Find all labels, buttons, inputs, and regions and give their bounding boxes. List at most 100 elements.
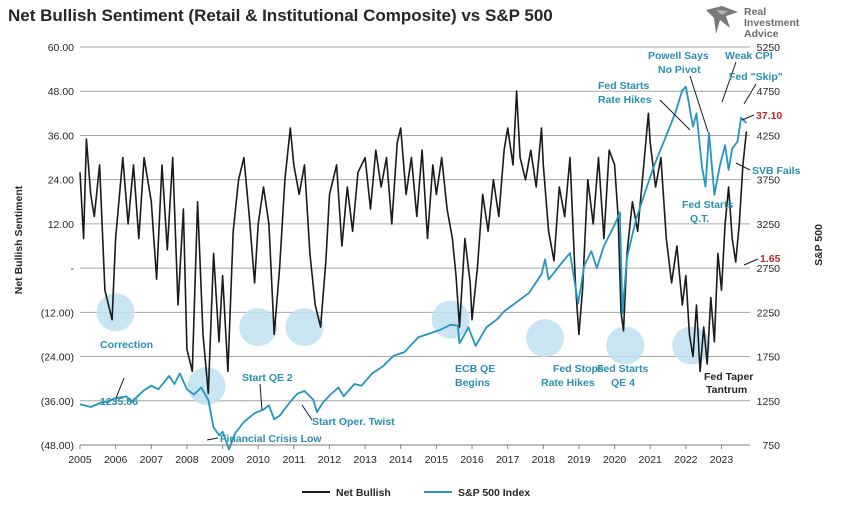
annotation-financial-crisis-low: Financial Crisis Low	[220, 433, 322, 445]
leader-correction	[115, 377, 125, 399]
series-line-sp500	[79, 85, 748, 451]
x-tick-label: 2015	[425, 454, 449, 466]
x-tick-label: 2005	[68, 454, 92, 466]
x-tick-label: 2010	[247, 454, 271, 466]
annotation-fed-qe4-2: QE 4	[611, 377, 635, 389]
x-tick-label: 2016	[460, 454, 484, 466]
y-tick-label: (24.00)	[41, 352, 74, 364]
eagle-icon	[706, 6, 738, 34]
highlight-circle	[96, 293, 135, 332]
highlight-circle	[606, 326, 645, 365]
brand-logo: Real Investment Advice	[704, 4, 844, 44]
y-tick-label: 48.00	[48, 86, 74, 98]
y-tick-label: 12.00	[48, 219, 74, 231]
annotation-fed-qe4-1: Fed Starts	[597, 363, 649, 375]
annotation-powell-2: No Pivot	[658, 64, 701, 76]
x-tick-label: 2008	[175, 454, 199, 466]
annotation-fed-taper-1: Fed Taper	[704, 371, 753, 383]
logo-line-1: Real	[744, 6, 767, 18]
annotation-last-bullish: 37.10	[756, 110, 782, 122]
annotation-weak-cpi: Weak CPI	[725, 50, 773, 62]
annotation-powell-1: Powell Says	[648, 50, 709, 62]
y-tick-label: (12.00)	[41, 307, 74, 319]
legend-label-spx: S&P 500 Index	[458, 487, 530, 499]
annotation-fed-rate-hikes-1: Fed Starts	[598, 80, 650, 92]
y2-axis-label: S&P 500	[813, 224, 825, 266]
y2-tick-label: 3750	[757, 175, 781, 187]
leader-svb	[735, 162, 751, 171]
highlight-circles	[96, 293, 711, 406]
y2-tick-label: 1250	[757, 396, 781, 408]
legend: Net Bullish S&P 500 Index	[302, 487, 530, 499]
annotation-fed-qt-2: Q.T.	[690, 213, 709, 225]
y-axis-label: Net Bullish Sentiment	[13, 185, 25, 294]
highlight-circle	[239, 308, 278, 347]
leader-powell	[689, 75, 709, 133]
y-tick-label: 60.00	[48, 42, 74, 54]
legend-label-bullish: Net Bullish	[336, 487, 391, 499]
x-tick-label: 2013	[353, 454, 377, 466]
annotation-correction: Correction	[100, 339, 153, 351]
annotation-start-oper-twist: Start Oper. Twist	[312, 416, 395, 428]
annotation-start-qe2: Start QE 2	[242, 372, 293, 384]
x-tick-label: 2023	[710, 454, 734, 466]
leader-twist	[301, 404, 313, 421]
y2-tick-label: 2250	[757, 307, 781, 319]
logo-line-3: Advice	[744, 28, 779, 40]
y-tick-label: (36.00)	[41, 396, 74, 408]
y-tick-label: (48.00)	[41, 440, 74, 452]
highlight-circle	[187, 367, 226, 406]
logo-text: Real Investment Advice	[744, 7, 799, 40]
x-tick-label: 2011	[283, 454, 306, 466]
series-lines	[79, 85, 748, 451]
y2-tick-label: 750	[762, 440, 780, 452]
annotation-fed-stops-1: Fed Stops	[553, 363, 604, 375]
leader-rate-hikes	[659, 99, 691, 131]
y2-tick-label: 2750	[757, 263, 781, 275]
logo-line-2: Investment	[744, 17, 800, 29]
x-tick-label: 2017	[496, 454, 520, 466]
annotation-fed-rate-hikes-2: Rate Hikes	[598, 94, 652, 106]
x-tick-label: 2018	[532, 454, 556, 466]
annotation-start-value: 1235.86	[100, 396, 138, 408]
annotation-fed-qt-1: Fed Starts	[682, 199, 734, 211]
annotation-fed-skip: Fed "Skip"	[729, 71, 783, 83]
leader-last-low	[743, 258, 759, 266]
highlight-circle	[285, 308, 324, 347]
leader-skip	[743, 83, 757, 105]
annotation-fed-taper-2: Tantrum	[706, 384, 747, 396]
annotation-ecb-qe-1: ECB QE	[455, 363, 495, 375]
highlight-circle	[431, 300, 470, 339]
leader-qe2	[259, 383, 263, 411]
x-tick-label: 2009	[211, 454, 235, 466]
leader-cpi	[721, 61, 737, 103]
x-tick-label: 2012	[318, 454, 342, 466]
chart-title: Net Bullish Sentiment (Retail & Institut…	[8, 6, 553, 25]
y-tick-label: -	[71, 263, 75, 275]
x-tick-label: 2014	[389, 454, 413, 466]
axes: 60.00 48.00 36.00 24.00 12.00 - (12.00) (24.00)…	[41, 42, 780, 466]
annotation-fed-stops-2: Rate Hikes	[541, 377, 595, 389]
y2-tick-label: 4750	[757, 86, 781, 98]
y-tick-label: 24.00	[48, 175, 74, 187]
highlight-circle	[526, 319, 565, 358]
y2-tick-label: 1750	[757, 352, 781, 364]
leader-crisis	[206, 437, 219, 441]
y-tick-label: 36.00	[48, 130, 74, 142]
y2-tick-label: 4250	[757, 130, 781, 142]
leader-last-bullish	[741, 114, 755, 121]
series-line-net-bullish	[79, 90, 748, 395]
x-tick-label: 2006	[104, 454, 128, 466]
annotation-last-low: 1.65	[760, 253, 781, 265]
x-tick-label: 2022	[674, 454, 698, 466]
y2-tick-label: 3250	[757, 219, 781, 231]
annotation-ecb-qe-2: Begins	[455, 377, 490, 389]
annotation-svb-fails: SVB Fails	[752, 165, 801, 177]
x-tick-label: 2007	[140, 454, 164, 466]
x-tick-label: 2019	[567, 454, 591, 466]
x-tick-label: 2020	[603, 454, 627, 466]
x-tick-label: 2021	[639, 454, 663, 466]
y2-tick-label: 5250	[757, 42, 781, 54]
gridlines	[80, 46, 750, 446]
